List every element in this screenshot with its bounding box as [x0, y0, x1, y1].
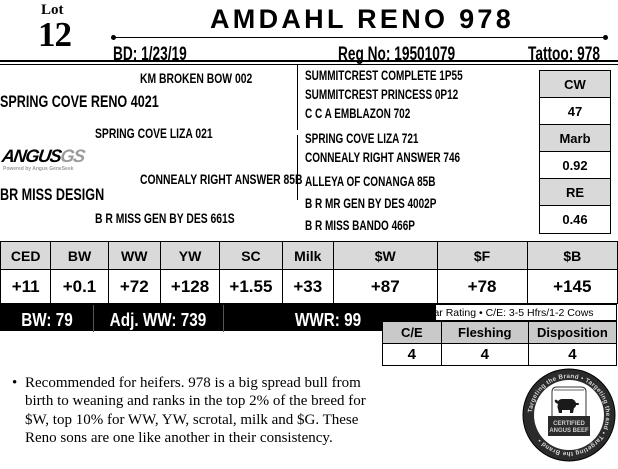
svg-text:CERTIFIED: CERTIFIED: [553, 421, 585, 427]
svg-text:ANGUS BEEF: ANGUS BEEF: [549, 428, 589, 434]
